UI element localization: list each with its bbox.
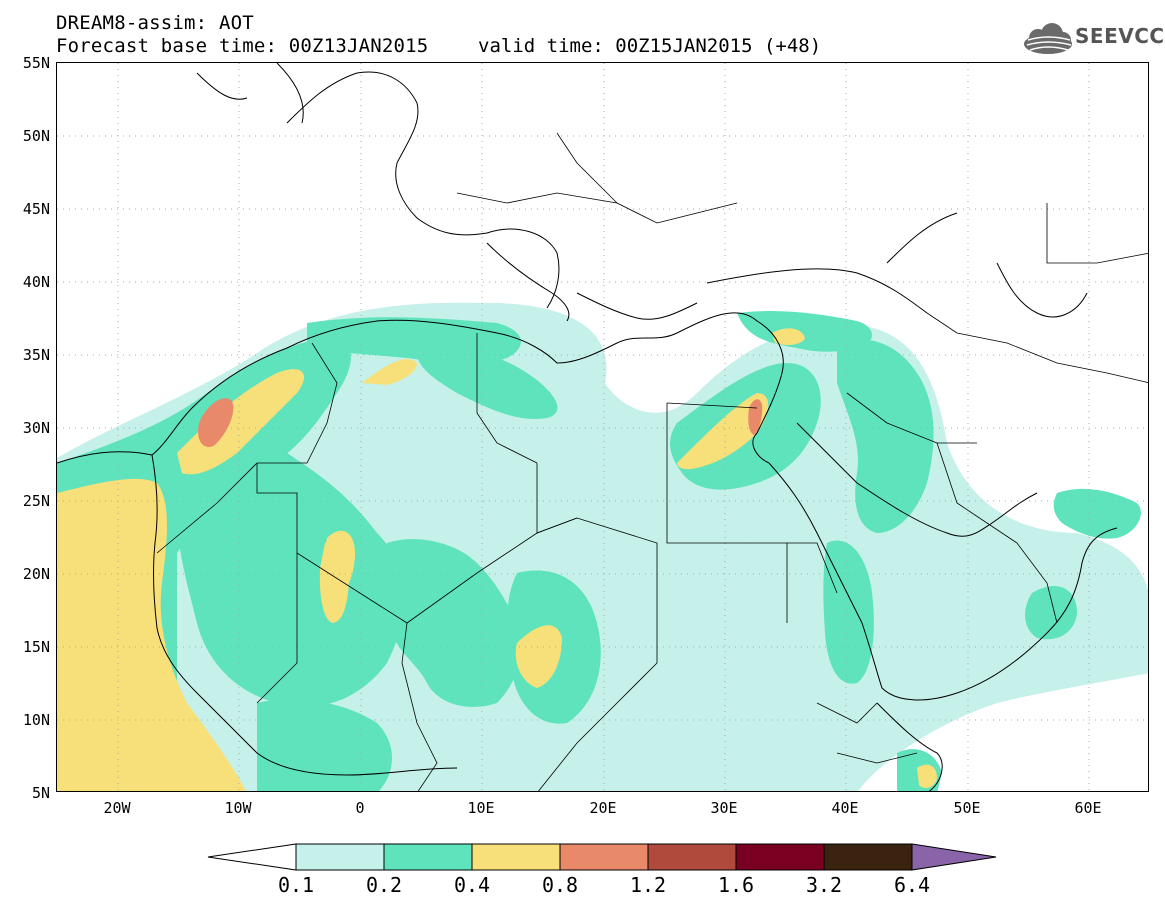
aot-map: [57, 63, 1148, 791]
aot-contour-0-4: [57, 328, 937, 791]
colorbar-label: 0.8: [541, 873, 579, 897]
coastlines: [57, 63, 1118, 791]
lon-label: 20W: [103, 799, 131, 817]
colorbar-label: 1.6: [717, 873, 755, 897]
colorbar-label: 3.2: [805, 873, 843, 897]
colorbar-segment: [559, 843, 649, 871]
political-borders: [156, 132, 1148, 791]
colorbar-label: 1.2: [629, 873, 667, 897]
colorbar-label: 0.2: [365, 873, 403, 897]
aot-contour-0-8: [198, 398, 763, 447]
colorbar-segment: [735, 843, 825, 871]
lat-label: 55N: [22, 54, 50, 72]
colorbar-segment: [207, 843, 297, 871]
colorbar-segment: [823, 843, 913, 871]
colorbar-label: 6.4: [893, 873, 931, 897]
colorbar-label: 0.4: [453, 873, 491, 897]
lat-label: 30N: [22, 419, 50, 437]
cloud-logo-icon: [1024, 23, 1072, 54]
lon-label: 10W: [224, 799, 252, 817]
colorbar-segment: [647, 843, 737, 871]
lat-label: 15N: [22, 638, 50, 656]
lon-label: 10E: [467, 799, 495, 817]
lat-label: 5N: [31, 784, 50, 802]
lon-label: 30E: [710, 799, 738, 817]
map-area: [56, 62, 1149, 792]
aot-colorbar: [207, 843, 997, 871]
colorbar-segment: [471, 843, 561, 871]
lon-label: 60E: [1074, 799, 1102, 817]
lat-label: 35N: [22, 346, 50, 364]
lat-label: 10N: [22, 711, 50, 729]
lon-label: 0: [355, 799, 365, 817]
map-title: DREAM8-assim: AOT: [56, 12, 254, 34]
map-graticule: [57, 63, 1148, 791]
lat-label: 40N: [22, 273, 50, 291]
colorbar-label: 0.1: [277, 873, 315, 897]
logo-text: SEEVCCC: [1075, 24, 1165, 48]
lon-label: 50E: [953, 799, 981, 817]
colorbar-segment: [911, 843, 997, 871]
lat-label: 45N: [22, 200, 50, 218]
colorbar-segment: [383, 843, 473, 871]
lat-label: 25N: [22, 492, 50, 510]
lon-label: 40E: [831, 799, 859, 817]
lat-label: 50N: [22, 127, 50, 145]
colorbar-segment: [295, 843, 385, 871]
lon-label: 20E: [589, 799, 617, 817]
lat-label: 20N: [22, 565, 50, 583]
forecast-base-time: Forecast base time: 00Z13JAN2015: [56, 35, 429, 57]
valid-time: valid time: 00Z15JAN2015 (+48): [478, 35, 822, 57]
